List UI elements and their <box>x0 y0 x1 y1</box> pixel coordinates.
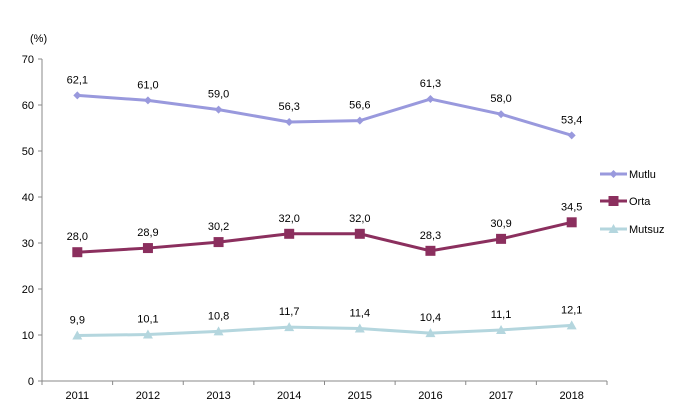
data-label: 32,0 <box>278 213 299 225</box>
x-tick-label: 2014 <box>277 390 301 402</box>
series-orta: 28,0 28,9 30,2 32,0 32,0 28,3 30,9 34,5 <box>67 201 582 258</box>
series-line <box>77 93 573 137</box>
x-tick-label: 2018 <box>559 390 583 402</box>
data-label: 61,3 <box>420 78 441 90</box>
data-label: 58,0 <box>490 93 511 105</box>
legend-marker <box>609 170 618 178</box>
data-label: 12,1 <box>561 304 582 316</box>
data-label: 34,5 <box>561 201 582 213</box>
legend-label: Mutlu <box>629 169 656 181</box>
legend-item: Mutlu <box>600 169 656 181</box>
x-tick-label: 2015 <box>348 390 372 402</box>
data-point <box>496 233 507 244</box>
data-point <box>213 326 224 336</box>
data-label: 11,1 <box>491 309 512 321</box>
y-tick-label: 40 <box>22 192 34 204</box>
data-label: 11,7 <box>279 306 300 318</box>
data-label: 56,6 <box>349 100 370 112</box>
data-point <box>354 228 365 239</box>
data-label: 28,0 <box>67 231 88 243</box>
y-axis-label: (%) <box>30 33 47 45</box>
data-point <box>143 96 152 105</box>
data-point <box>425 328 436 338</box>
y-tick-label: 70 <box>22 54 34 66</box>
data-point <box>425 245 436 256</box>
y-tick-label: 0 <box>28 376 34 388</box>
data-point <box>142 329 153 339</box>
legend-marker <box>608 224 619 233</box>
y-tick-label: 50 <box>22 146 34 158</box>
data-point <box>426 95 435 104</box>
data-point <box>284 228 295 239</box>
series-line <box>77 220 573 254</box>
legend-item: Mutsuz <box>600 224 664 236</box>
data-point <box>354 323 365 333</box>
data-point <box>214 105 223 114</box>
x-tick-label: 2017 <box>489 390 513 402</box>
data-label: 62,1 <box>67 74 88 86</box>
x-tick-label: 2012 <box>136 390 160 402</box>
data-point <box>497 110 506 119</box>
data-label: 61,0 <box>137 79 158 91</box>
data-point <box>213 237 224 248</box>
legend-marker <box>608 196 619 206</box>
data-point <box>72 247 83 258</box>
legend: Mutlu Orta Mutsuz <box>600 169 664 236</box>
y-tick-label: 10 <box>22 330 34 342</box>
data-label: 10,1 <box>137 314 158 326</box>
y-tick-label: 30 <box>22 238 34 250</box>
data-label: 30,2 <box>208 221 229 233</box>
data-label: 10,4 <box>420 312 441 324</box>
x-tick-label: 2016 <box>418 390 442 402</box>
data-point <box>355 116 364 125</box>
data-point <box>142 243 153 254</box>
data-label: 11,4 <box>350 308 371 320</box>
data-label: 59,0 <box>208 89 229 101</box>
legend-item: Orta <box>600 196 651 208</box>
y-tick-label: 20 <box>22 284 34 296</box>
series-mutsuz: 9,9 10,1 10,8 11,7 11,4 10,4 11,1 12,1 <box>70 304 582 340</box>
data-point <box>566 320 577 330</box>
data-point <box>73 91 82 100</box>
y-tick-label: 60 <box>22 100 34 112</box>
data-label: 56,3 <box>278 101 299 113</box>
data-point <box>496 324 507 334</box>
legend-label: Orta <box>629 196 651 208</box>
legend-label: Mutsuz <box>629 224 664 236</box>
data-label: 10,8 <box>208 310 229 322</box>
x-tick-label: 2013 <box>206 390 230 402</box>
data-label: 32,0 <box>349 213 370 225</box>
data-label: 53,4 <box>561 114 582 126</box>
data-point <box>285 118 294 127</box>
data-label: 9,9 <box>70 314 85 326</box>
data-label: 30,9 <box>490 218 511 230</box>
data-label: 28,9 <box>137 227 158 239</box>
data-point <box>567 131 576 140</box>
data-point <box>566 217 577 228</box>
series-mutlu: 62,1 61,0 59,0 56,3 56,6 61,3 58,0 53,4 <box>67 74 582 140</box>
series-line <box>77 323 572 337</box>
data-point <box>72 330 83 340</box>
data-label: 28,3 <box>420 230 441 242</box>
data-point <box>284 322 295 332</box>
x-tick-label: 2011 <box>65 390 89 402</box>
